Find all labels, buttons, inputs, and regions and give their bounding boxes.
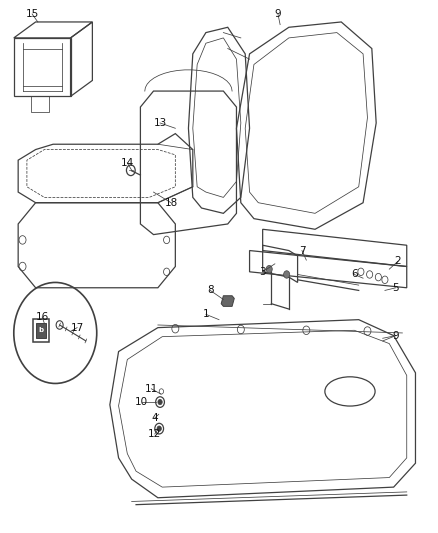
Circle shape	[266, 265, 272, 273]
Text: 15: 15	[25, 9, 39, 19]
Text: 9: 9	[392, 330, 399, 341]
Text: 12: 12	[148, 429, 162, 439]
Text: 13: 13	[153, 118, 167, 128]
Text: 17: 17	[71, 322, 84, 333]
Text: 8: 8	[207, 286, 214, 295]
Text: 6: 6	[351, 270, 358, 279]
Text: 16: 16	[35, 312, 49, 322]
Text: 9: 9	[275, 9, 281, 19]
Circle shape	[284, 271, 290, 278]
Text: 14: 14	[121, 158, 134, 168]
Text: 10: 10	[135, 397, 148, 407]
Text: 1: 1	[203, 309, 209, 319]
Text: 3: 3	[259, 267, 266, 277]
Text: 7: 7	[299, 246, 305, 255]
Text: b: b	[38, 327, 43, 333]
Text: 11: 11	[145, 384, 158, 394]
Text: 2: 2	[395, 256, 401, 266]
Circle shape	[157, 426, 161, 431]
Text: 18: 18	[164, 198, 177, 208]
Polygon shape	[221, 296, 234, 306]
Text: 5: 5	[392, 283, 399, 293]
Polygon shape	[36, 323, 46, 338]
Text: 4: 4	[152, 413, 158, 423]
Circle shape	[158, 399, 162, 405]
